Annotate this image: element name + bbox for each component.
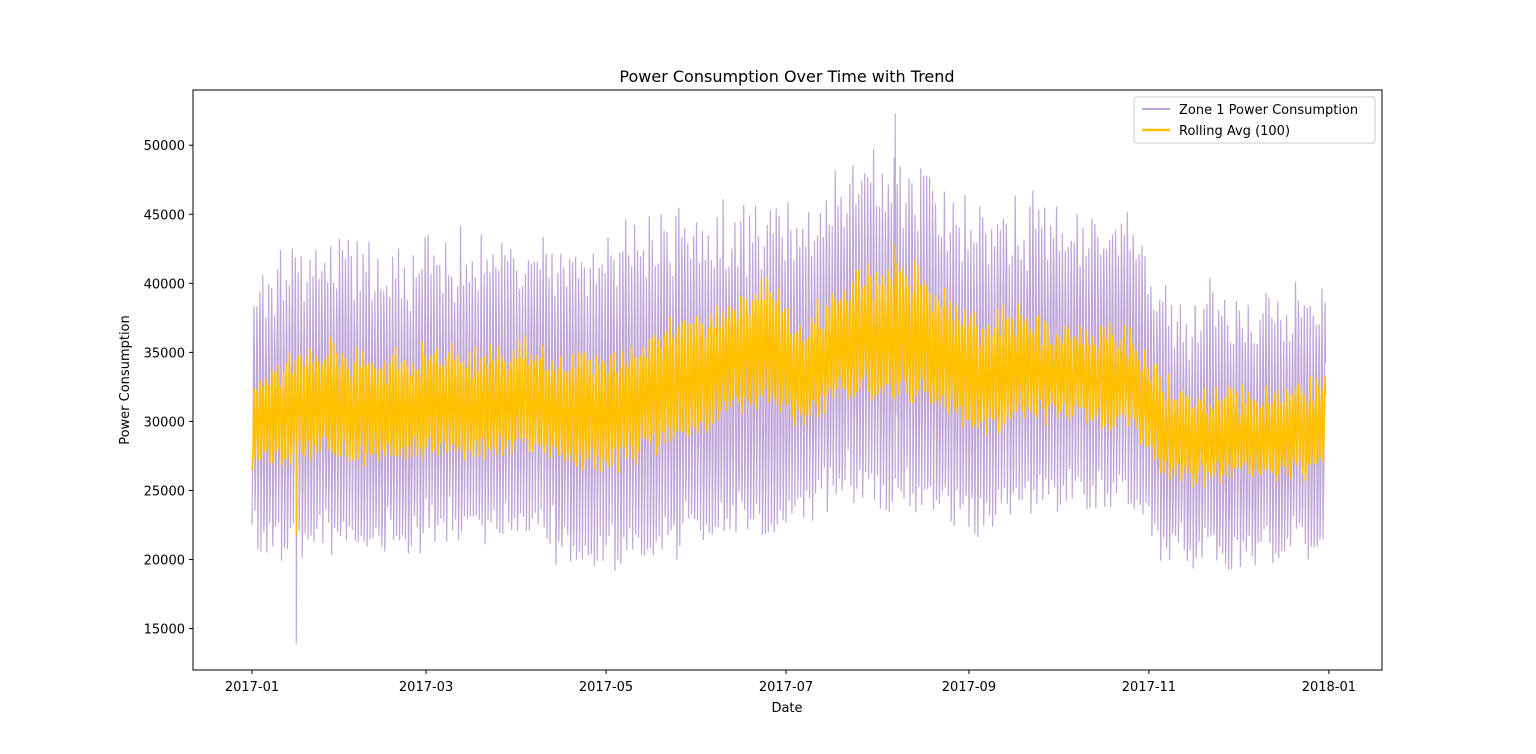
legend-label-zone1: Zone 1 Power Consumption xyxy=(1179,103,1358,118)
rolling-avg-series-line xyxy=(251,244,1327,535)
y-axis-ticks: 15000 20000 25000 30000 35000 40000 45000 50000 xyxy=(144,139,193,638)
axes-frame xyxy=(192,89,1383,671)
x-tick-label: 2017-11 xyxy=(1122,680,1176,695)
legend: Zone 1 Power Consumption Rolling Avg (10… xyxy=(1133,96,1376,144)
y-tick-label: 50000 xyxy=(144,139,185,154)
y-tick-label: 45000 xyxy=(144,208,185,223)
x-tick-label: 2017-03 xyxy=(399,680,453,695)
x-axis-ticks: 2017-01 2017-03 2017-05 2017-07 2017-09 2017-… xyxy=(225,670,1356,695)
y-axis-label: Power Consumption xyxy=(118,315,133,445)
x-tick-label: 2017-09 xyxy=(942,680,996,695)
x-tick-label: 2017-07 xyxy=(759,680,813,695)
chart-title: Power Consumption Over Time with Trend xyxy=(619,67,954,86)
y-tick-label: 40000 xyxy=(144,277,185,292)
y-tick-label: 15000 xyxy=(144,623,185,638)
x-tick-label: 2018-01 xyxy=(1302,680,1356,695)
x-tick-label: 2017-05 xyxy=(579,680,633,695)
y-tick-label: 35000 xyxy=(144,346,185,361)
plot-area xyxy=(251,113,1327,644)
legend-label-rolling-avg: Rolling Avg (100) xyxy=(1179,124,1290,139)
y-tick-label: 20000 xyxy=(144,554,185,569)
x-tick-label: 2017-01 xyxy=(225,680,279,695)
y-tick-label: 30000 xyxy=(144,415,185,430)
y-tick-label: 25000 xyxy=(144,484,185,499)
x-axis-label: Date xyxy=(771,701,802,716)
legend-box xyxy=(1133,96,1376,144)
